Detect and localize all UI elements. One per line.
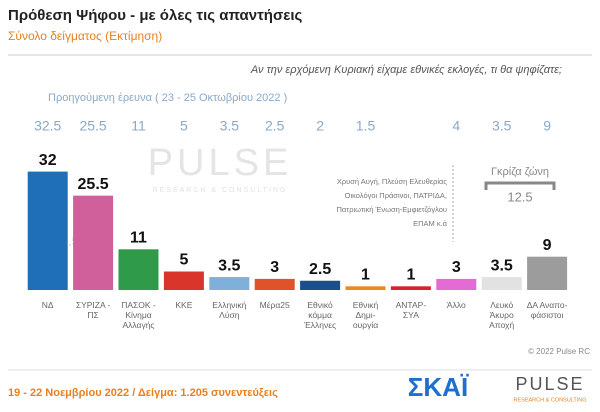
bar <box>300 280 341 290</box>
value-label: 1 <box>406 267 415 284</box>
note-line: Πατριωτική Ένωση-Εμφιετζόγλου <box>336 205 447 214</box>
previous-value: 32.5 <box>34 118 61 134</box>
note-line: Οικολόγοι Πράσινοι, ΠΑΤΡΙΔΑ, <box>345 191 447 200</box>
previous-value: 11 <box>131 118 146 134</box>
value-label: 11 <box>130 230 147 247</box>
chart-title: Πρόθεση Ψήφου - με όλες τις απαντήσεις <box>8 7 302 24</box>
channel-logo: ΣΚΑΪ <box>408 372 469 402</box>
bar <box>390 286 431 290</box>
grey-zone-value: 12.5 <box>507 189 532 204</box>
bar <box>436 278 477 290</box>
bar <box>481 277 522 290</box>
previous-value: 3.5 <box>492 118 512 134</box>
x-tick-label: ΚΚΕ <box>175 300 193 310</box>
x-tick-label: ΝΔ <box>41 300 54 310</box>
subtitle: Σύνολο δείγματος (Εκτίμηση) <box>8 29 162 43</box>
value-label: 9 <box>543 237 552 254</box>
bar <box>118 249 159 290</box>
bar <box>209 277 250 290</box>
x-tick-label: Μέρα25 <box>259 300 290 310</box>
watermark-tagline: RESEARCH & CONSULTING <box>153 187 288 194</box>
bar <box>345 286 386 290</box>
brand-tagline: RESEARCH & CONSULTING <box>514 397 587 403</box>
brand-logo: PULSE <box>515 374 584 394</box>
x-tick-label: ΑΝΤΑΡ- ΣΥΑ <box>395 300 427 320</box>
copyright: © 2022 Pulse RC <box>528 347 590 356</box>
watermark: PULSE <box>148 142 293 184</box>
value-label: 32 <box>39 152 57 169</box>
value-label: 3 <box>452 259 461 276</box>
value-label: 3.5 <box>491 257 513 274</box>
x-tick-label: Ελληνική Λύση <box>212 300 247 320</box>
previous-value: 1.5 <box>356 118 376 134</box>
bar <box>73 195 114 290</box>
x-tick-label: Άλλο <box>446 300 466 310</box>
value-label: 2.5 <box>309 261 331 278</box>
grey-zone-bracket <box>484 181 556 190</box>
x-tick-label: Εθνικό κόμμα Έλληνες <box>304 300 337 330</box>
x-tick-label: Εθνική Δημι- ουργία <box>352 300 379 330</box>
previous-value: 2 <box>316 118 324 134</box>
value-label: 3 <box>270 259 279 276</box>
x-tick-label: Λευκό Άκυρο Αποχή <box>489 300 515 330</box>
question: Αν την ερχόμενη Κυριακή είχαμε εθνικές ε… <box>250 64 562 76</box>
previous-value: 4 <box>452 118 460 134</box>
previous-value: 2.5 <box>265 118 285 134</box>
bar <box>163 271 204 290</box>
footer: 19 - 22 Νοεμβρίου 2022 / Δείγμα: 1.205 σ… <box>8 387 278 399</box>
x-tick-label: ΠΑΣΟΚ - Κίνημα Αλλαγής <box>121 300 156 330</box>
value-label: 5 <box>179 252 188 269</box>
x-tick-label: ΔΑ Αναπο- φάσιστοι <box>526 300 568 320</box>
value-label: 3.5 <box>218 257 240 274</box>
note-line: Χρυσή Αυγή, Πλεύση Ελευθερίας <box>337 177 448 186</box>
x-tick-label: ΣΥΡΙΖΑ - ΠΣ <box>75 300 111 320</box>
bar <box>527 256 568 290</box>
previous-label: Προηγούμενη έρευνα ( 23 - 25 Οκτωβρίου 2… <box>48 92 287 104</box>
bar <box>254 278 295 290</box>
previous-value: 3.5 <box>220 118 240 134</box>
value-label: 1 <box>361 267 370 284</box>
grey-zone-label: Γκρίζα ζώνη <box>491 166 549 178</box>
previous-value: 5 <box>180 118 188 134</box>
note-line: ΕΠΑΜ κ.ά <box>413 219 448 228</box>
bar <box>27 171 68 290</box>
previous-value: 9 <box>543 118 551 134</box>
previous-value: 25.5 <box>79 118 106 134</box>
value-label: 25.5 <box>78 176 109 193</box>
